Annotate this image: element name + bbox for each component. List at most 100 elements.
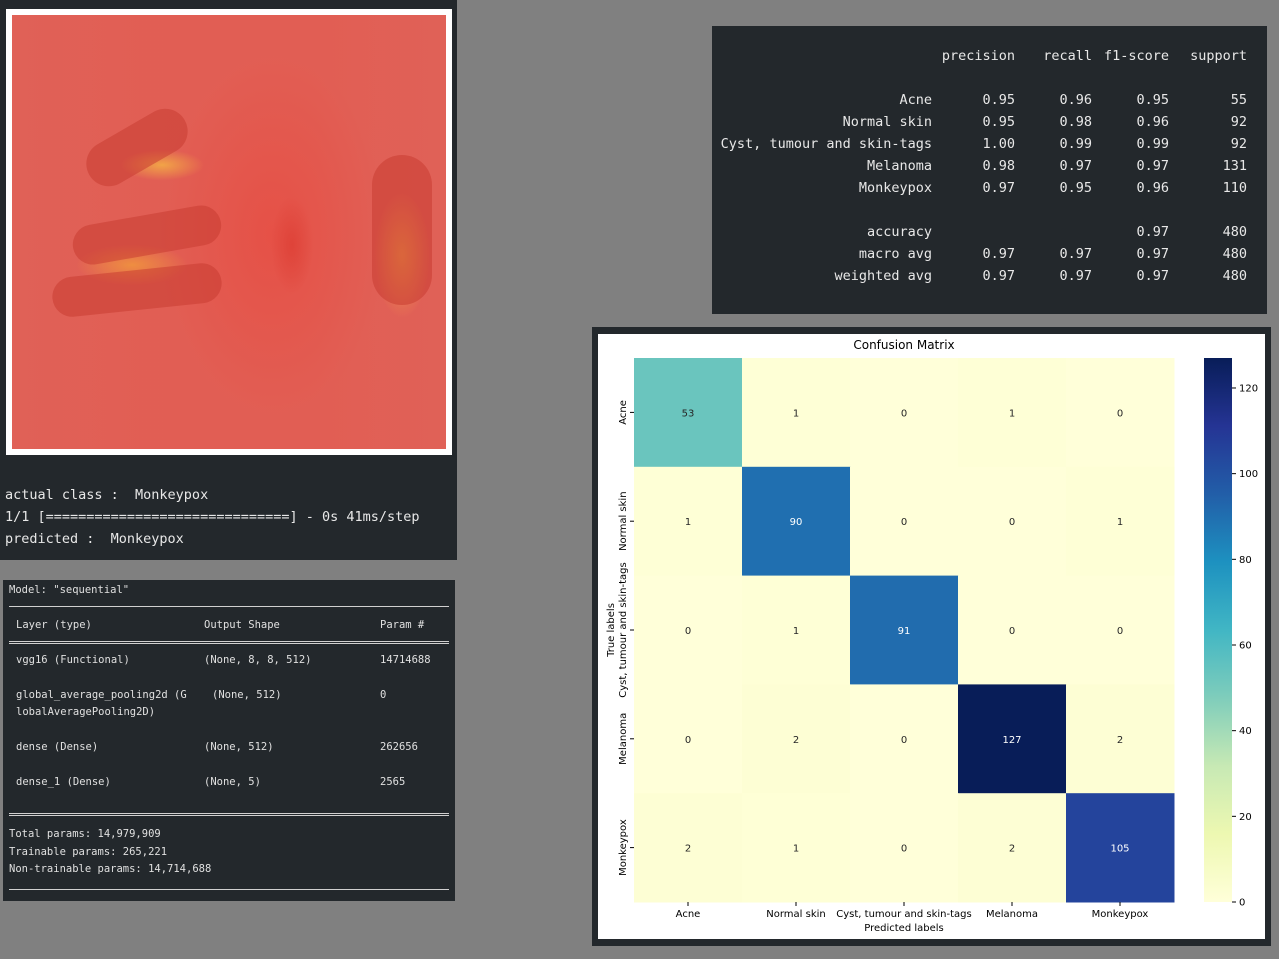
header-output-shape: Output Shape [204,619,280,631]
layer-shape: (None, 512) [212,689,282,701]
cell-value-label: 0 [901,844,907,855]
heatmap-cell [742,684,851,794]
y-tick-label: Normal skin [618,491,629,550]
trainable-params: Trainable params: 265,221 [9,846,168,858]
heatmap-cell [958,684,1067,794]
cell-value-label: 91 [898,626,911,637]
cell-value-label: 0 [901,517,907,528]
report-cell-f: 0.96 [1136,180,1169,196]
inference-console-text: actual class : Monkeypox 1/1 [===========… [5,484,420,550]
report-cell-p: 0.95 [982,92,1015,108]
gradcam-heatmap-image [12,15,446,449]
report-cell-s: 131 [1222,158,1247,174]
layer-name-continued: lobalAveragePooling2D) [16,706,156,718]
layer-params: 0 [380,689,387,701]
cell-value-label: 0 [685,626,691,637]
colorbar-tick-label: 60 [1239,640,1252,651]
report-cell-label: macro avg [858,246,932,262]
heatmap-cell [742,793,851,903]
divider [9,813,449,816]
layer-shape: (None, 8, 8, 512) [204,654,312,666]
report-cell-label: Normal skin [842,114,932,130]
layer-name: vgg16 (Functional) [16,654,130,666]
report-header-precision: precision [941,48,1015,64]
report-cell-s: 480 [1222,268,1247,284]
cell-value-label: 0 [901,408,907,419]
report-cell-label: Monkeypox [858,180,932,196]
heatmap-cell [634,684,743,794]
heatmap-cell [850,358,959,468]
colorbar-tick-label: 0 [1239,898,1245,909]
report-cell-r: 0.95 [1059,180,1092,196]
heatmap-cell [850,793,959,903]
report-header-recall: recall [1043,48,1092,64]
colorbar-tick-label: 100 [1239,469,1258,480]
report-cell-s: 480 [1222,246,1247,262]
x-tick-label: Normal skin [766,909,825,920]
report-cell-r: 0.98 [1059,114,1092,130]
cell-value-label: 2 [793,735,799,746]
cell-value-label: 0 [685,735,691,746]
report-header-support: support [1190,48,1247,64]
report-header-f1: f1-score [1103,48,1169,64]
classification-report-panel: precision recall f1-score support Acne 0.… [712,26,1267,314]
chart-title: Confusion Matrix [853,338,954,352]
report-cell-label: accuracy [866,224,932,240]
y-tick-label: Acne [618,400,629,425]
layer-params: 262656 [380,741,418,753]
heatmap-cell [850,684,959,794]
report-cell-p: 0.97 [982,268,1015,284]
layer-name: global_average_pooling2d (G [16,689,187,701]
heatmap-cell [850,575,959,685]
heatmap-cell [634,793,743,903]
colorbar-tick-label: 120 [1239,383,1258,394]
heatmap-cell [958,466,1067,577]
heatmap-cell [850,466,959,577]
heatmap-cell [1066,466,1175,577]
heatmap-cell [634,466,743,577]
confusion-matrix-figure: 53 1 0 1 0 1 90 0 0 1 0 1 91 0 0 0 2 0 127 2 2 1 0 2 105 Confusio… [598,334,1265,939]
predicted-class-line: predicted : Monkeypox [5,531,184,547]
y-tick-label: Cyst, tumour and skin-tags [618,562,629,697]
report-cell-s: 480 [1222,224,1247,240]
colorbar-tick-label: 20 [1239,812,1252,823]
report-cell-f: 0.97 [1136,158,1169,174]
layer-shape: (None, 5) [204,776,261,788]
cell-value-label: 53 [682,408,695,419]
heatmap-cell [1066,684,1175,794]
report-cell-f: 0.95 [1136,92,1169,108]
report-cell-s: 92 [1230,114,1247,130]
report-cell-r: 0.97 [1059,158,1092,174]
cell-value-label: 0 [1009,626,1015,637]
heatmap-cell [742,358,851,468]
x-tick-label: Monkeypox [1092,909,1149,920]
heatmap-cell [1066,575,1175,685]
report-cell-p: 0.97 [982,180,1015,196]
progress-line: 1/1 [==============================] - 0… [5,509,420,525]
model-summary-panel: Model: "sequential" Layer (type) Output … [3,580,455,901]
report-cell-r: 0.97 [1059,246,1092,262]
cell-value-label: 0 [1009,517,1015,528]
cell-value-label: 2 [685,844,691,855]
divider [9,889,449,890]
heatmap-cell [742,466,851,577]
y-tick-label: Melanoma [618,713,629,765]
cell-value-label: 1 [793,844,799,855]
cell-value-label: 1 [1009,408,1015,419]
report-cell-r: 0.96 [1059,92,1092,108]
cell-value-label: 90 [790,517,803,528]
x-tick-label: Melanoma [986,909,1038,920]
prediction-output-panel: actual class : Monkeypox 1/1 [===========… [0,0,457,560]
cell-value-label: 0 [1117,408,1123,419]
report-cell-p: 0.95 [982,114,1015,130]
report-cell-f: 0.97 [1136,268,1169,284]
report-cell-label: Acne [899,92,932,108]
divider [9,641,449,644]
colorbar-tick-label: 80 [1239,555,1252,566]
report-cell-s: 92 [1230,136,1247,152]
y-axis-label: True labels [606,603,617,658]
report-cell-r: 0.97 [1059,268,1092,284]
cell-value-label: 0 [901,735,907,746]
report-cell-label: Cyst, tumour and skin-tags [720,136,932,152]
x-tick-label: Cyst, tumour and skin-tags [836,909,971,920]
